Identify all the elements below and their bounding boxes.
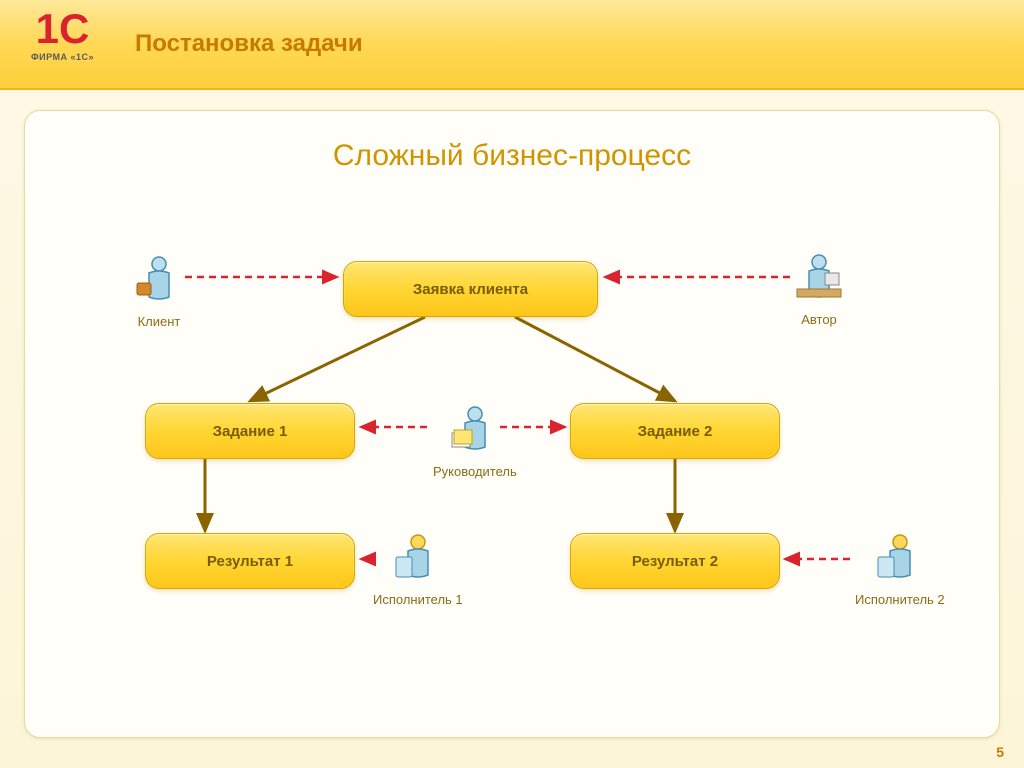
actor-label: Исполнитель 2 xyxy=(855,592,945,607)
actor-client: Клиент xyxy=(135,253,183,329)
actor-manager: Руководитель xyxy=(433,403,517,479)
actor-label: Автор xyxy=(795,312,843,327)
diagram-canvas: Заявка клиента Задание 1 Задание 2 Результа… xyxy=(25,173,999,693)
node-task1: Задание 1 xyxy=(145,403,355,459)
diagram-title: Сложный бизнес-процесс xyxy=(25,139,999,173)
logo-main: 1C xyxy=(20,8,105,50)
flow-arrow xyxy=(515,317,675,401)
header-bar: 1C ФИРМА «1С» Постановка задачи xyxy=(0,0,1024,90)
actor-label: Руководитель xyxy=(433,464,517,479)
logo-subtitle: ФИРМА «1С» xyxy=(20,52,105,62)
actor-exec2: Исполнитель 2 xyxy=(855,531,945,607)
node-result1: Результат 1 xyxy=(145,533,355,589)
flow-arrow xyxy=(250,317,425,401)
actor-exec1: Исполнитель 1 xyxy=(373,531,463,607)
person-clipboard-icon xyxy=(876,531,924,583)
person-clipboard-icon xyxy=(394,531,442,583)
content-panel: Сложный бизнес-процесс Заявка клиента Зад… xyxy=(24,110,1000,738)
actor-label: Клиент xyxy=(135,314,183,329)
page-title: Постановка задачи xyxy=(135,30,363,58)
person-docs-icon xyxy=(451,403,499,455)
actor-label: Исполнитель 1 xyxy=(373,592,463,607)
person-desk-icon xyxy=(795,251,843,303)
node-task2: Задание 2 xyxy=(570,403,780,459)
page-number: 5 xyxy=(996,744,1004,760)
actor-author: Автор xyxy=(795,251,843,327)
logo: 1C ФИРМА «1С» xyxy=(20,8,105,62)
person-briefcase-icon xyxy=(135,253,183,305)
node-result2: Результат 2 xyxy=(570,533,780,589)
node-request: Заявка клиента xyxy=(343,261,598,317)
